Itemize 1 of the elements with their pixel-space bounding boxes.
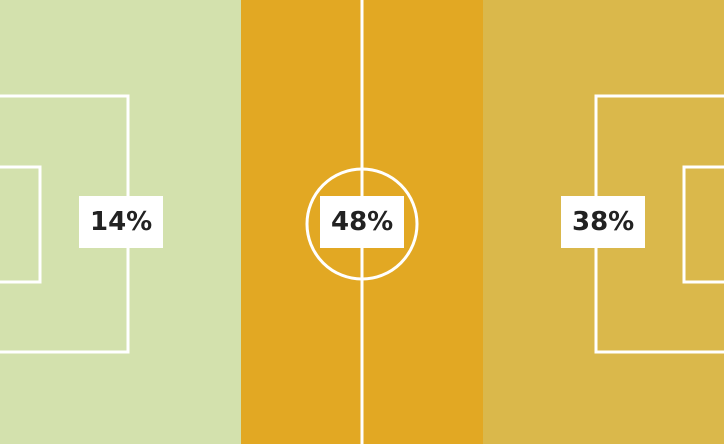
data-label: 48% [331, 207, 394, 237]
